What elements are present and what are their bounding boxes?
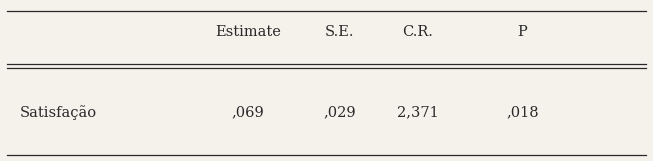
Text: ,029: ,029 [323, 106, 356, 120]
Text: S.E.: S.E. [325, 25, 355, 39]
Text: Estimate: Estimate [215, 25, 281, 39]
Text: 2,371: 2,371 [397, 106, 439, 120]
Text: P: P [518, 25, 527, 39]
Text: ,069: ,069 [232, 106, 264, 120]
Text: ,018: ,018 [506, 106, 539, 120]
Text: Satisfação: Satisfação [20, 105, 97, 120]
Text: C.R.: C.R. [402, 25, 434, 39]
